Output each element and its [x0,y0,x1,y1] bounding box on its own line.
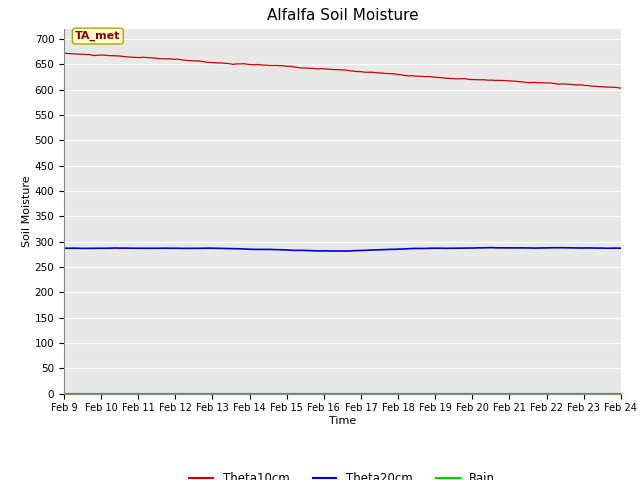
Theta20cm [281,247,289,253]
Theta20cm [467,245,474,251]
Theta20cm [337,248,344,254]
Line: Theta20cm: Theta20cm [64,248,621,251]
Rain [465,390,472,396]
X-axis label: Time: Time [329,416,356,426]
Theta20cm [463,245,471,251]
Title: Alfalfa Soil Moisture: Alfalfa Soil Moisture [267,9,418,24]
Rain [410,390,418,396]
Theta20cm [412,246,419,252]
Theta20cm [617,245,625,251]
Rain [241,390,249,396]
Rain [462,390,470,396]
Theta20cm [127,245,135,251]
Text: TA_met: TA_met [75,31,120,41]
Rain [127,390,135,396]
Theta10cm [463,76,471,82]
Legend: Theta10cm, Theta20cm, Rain: Theta10cm, Theta20cm, Rain [185,468,500,480]
Rain [617,390,625,396]
Rain [281,390,289,396]
Theta10cm [467,77,474,83]
Rain [60,390,68,396]
Theta10cm [129,54,136,60]
Theta20cm [241,246,249,252]
Theta10cm [412,73,419,79]
Theta20cm [60,245,68,251]
Theta10cm [60,50,68,56]
Theta10cm [617,85,625,91]
Theta20cm [486,245,493,251]
Line: Theta10cm: Theta10cm [64,53,621,88]
Theta10cm [243,61,251,67]
Theta10cm [61,50,69,56]
Theta10cm [282,63,290,69]
Y-axis label: Soil Moisture: Soil Moisture [22,175,32,247]
